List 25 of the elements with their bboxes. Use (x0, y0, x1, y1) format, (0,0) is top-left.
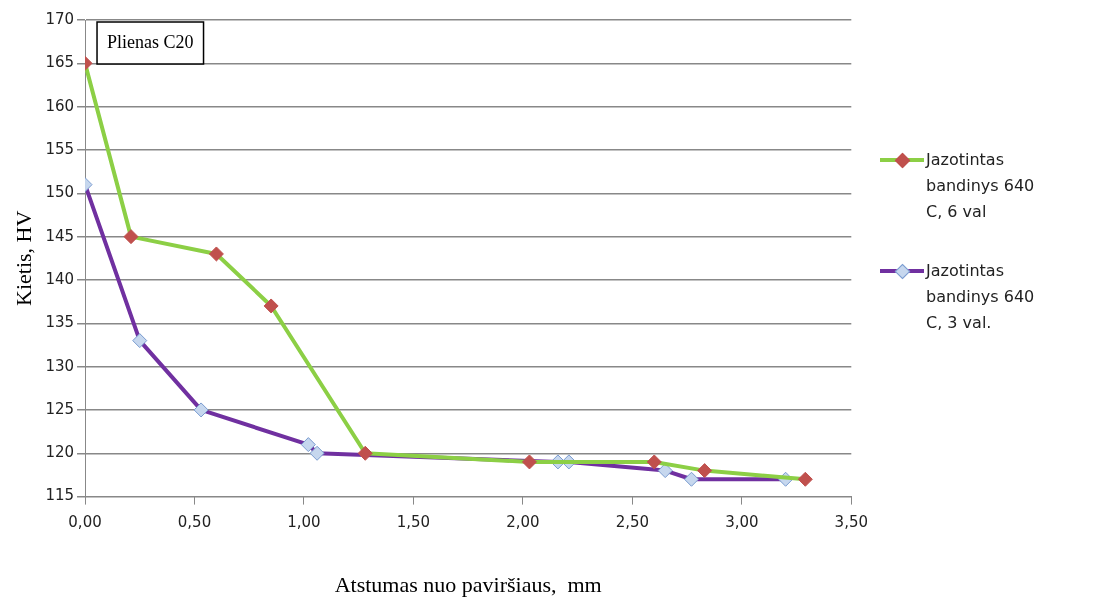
y-tick-label: 140 (45, 269, 75, 288)
legend-label: Jazotintas bandinys 640 C, 3 val. (926, 259, 1036, 334)
x-tick-label: 0,00 (68, 513, 102, 532)
y-tick-label: 145 (45, 226, 75, 245)
y-tick-label: 160 (45, 96, 75, 115)
y-tick-label: 170 (45, 9, 75, 28)
legend-label: Jazotintas bandinys 640 C, 6 val (926, 148, 1036, 223)
y-tick-label: 125 (45, 399, 75, 418)
y-tick-label: 155 (45, 139, 75, 158)
x-tick-label: 2,00 (506, 513, 540, 532)
x-tick-label: 3,00 (725, 513, 759, 532)
y-axis-title: Kietis, HV (10, 210, 36, 306)
y-tick-label: 165 (45, 53, 75, 72)
y-tick-label: 150 (45, 183, 75, 202)
y-tick-label: 115 (45, 486, 75, 505)
x-tick-label: 1,00 (287, 513, 321, 532)
x-tick-label: 3,50 (834, 513, 868, 532)
x-tick-label: 2,50 (615, 513, 650, 532)
y-tick-label: 135 (45, 313, 75, 332)
x-tick-label: 0,50 (177, 513, 212, 532)
annotation: Plienas C20 (107, 31, 194, 52)
x-tick-label: 1,50 (396, 513, 431, 532)
x-axis-title: Atstumas nuo paviršiaus, mm (334, 571, 602, 597)
y-tick-label: 120 (45, 443, 75, 462)
y-tick-label: 130 (45, 356, 75, 375)
